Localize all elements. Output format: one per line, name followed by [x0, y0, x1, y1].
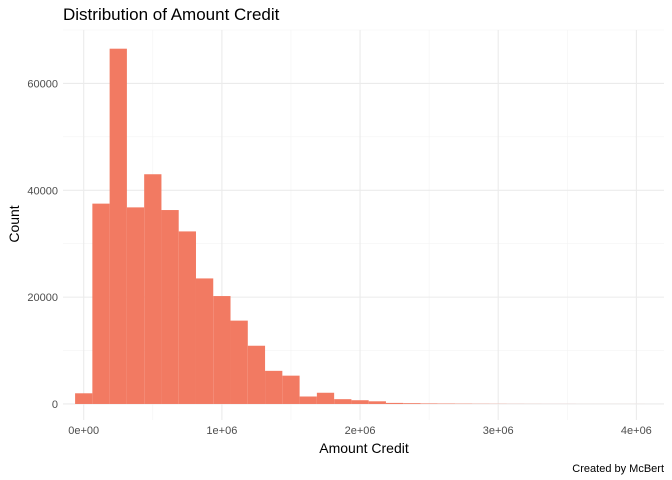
x-tick-label: 4e+06 [621, 425, 652, 437]
histogram-bar [161, 210, 179, 404]
histogram-bar [385, 402, 404, 404]
y-tick-label: 20000 [27, 292, 58, 304]
histogram-bar [420, 403, 438, 404]
histogram-bar [75, 393, 93, 404]
x-tick-label: 1e+06 [206, 425, 237, 437]
x-tick-label: 2e+06 [345, 425, 376, 437]
y-tick-label: 60000 [27, 78, 58, 90]
histogram-bar [230, 320, 248, 404]
histogram-bar [144, 174, 162, 404]
histogram-bar [213, 296, 231, 404]
histogram-bar [316, 392, 335, 404]
histogram-bar [92, 203, 110, 404]
histogram-bar [195, 278, 214, 404]
histogram-bar [178, 231, 196, 404]
histogram-bar [282, 375, 300, 404]
y-tick-label: 0 [52, 399, 58, 411]
chart-caption: Created by McBert [572, 463, 664, 475]
histogram-bar [109, 48, 127, 404]
x-tick-label: 0e+00 [68, 425, 99, 437]
x-axis-title: Amount Credit [319, 440, 409, 456]
histogram-bar [265, 370, 283, 404]
histogram-bar [126, 207, 145, 404]
histogram-bar [334, 399, 352, 404]
chart-title: Distribution of Amount Credit [63, 5, 280, 24]
histogram-bar [403, 403, 421, 404]
y-axis-tick-labels: 0 20000 40000 60000 [27, 78, 58, 411]
histogram-bar [247, 345, 266, 404]
histogram-bar [351, 400, 369, 404]
histogram-bar [299, 396, 317, 404]
y-tick-label: 40000 [27, 185, 58, 197]
y-axis-title: Count [6, 205, 22, 242]
x-tick-label: 3e+06 [483, 425, 514, 437]
histogram-bar [368, 401, 386, 404]
histogram-bars [75, 48, 646, 404]
x-axis-tick-labels: 0e+00 1e+06 2e+06 3e+06 4e+06 [68, 425, 652, 437]
